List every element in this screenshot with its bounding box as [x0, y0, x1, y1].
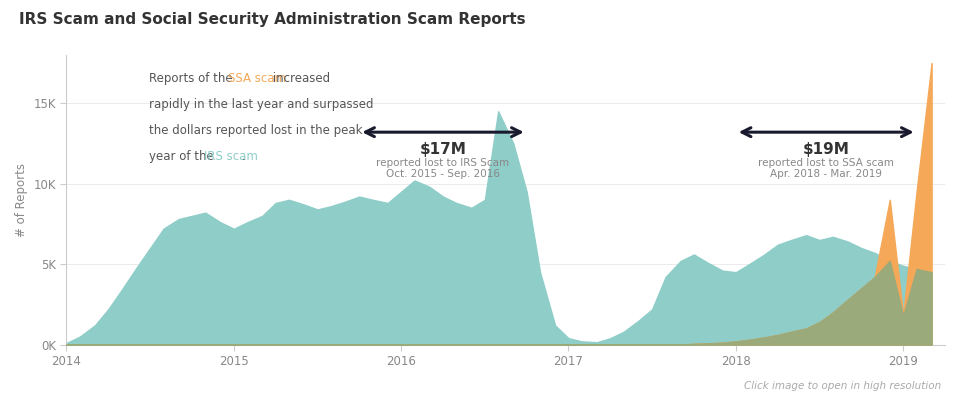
Text: IRS Scam and Social Security Administration Scam Reports: IRS Scam and Social Security Administrat…	[19, 12, 526, 27]
Text: $19M: $19M	[803, 142, 850, 157]
Text: year of the: year of the	[149, 150, 217, 163]
Text: rapidly in the last year and surpassed: rapidly in the last year and surpassed	[149, 98, 373, 111]
Text: Click image to open in high resolution: Click image to open in high resolution	[744, 381, 941, 391]
Text: SSA scam: SSA scam	[228, 72, 285, 85]
Text: increased: increased	[269, 72, 330, 85]
Text: IRS scam: IRS scam	[204, 150, 257, 163]
Text: reported lost to SSA scam: reported lost to SSA scam	[758, 158, 894, 168]
Text: $17M: $17M	[420, 142, 467, 157]
Text: Oct. 2015 - Sep. 2016: Oct. 2015 - Sep. 2016	[386, 169, 500, 179]
Text: the dollars reported lost in the peak: the dollars reported lost in the peak	[149, 124, 362, 137]
Text: Reports of the: Reports of the	[149, 72, 236, 85]
Text: reported lost to IRS Scam: reported lost to IRS Scam	[376, 158, 510, 168]
Text: Apr. 2018 - Mar. 2019: Apr. 2018 - Mar. 2019	[770, 169, 882, 179]
Text: .: .	[242, 150, 246, 163]
Y-axis label: # of Reports: # of Reports	[15, 163, 28, 237]
